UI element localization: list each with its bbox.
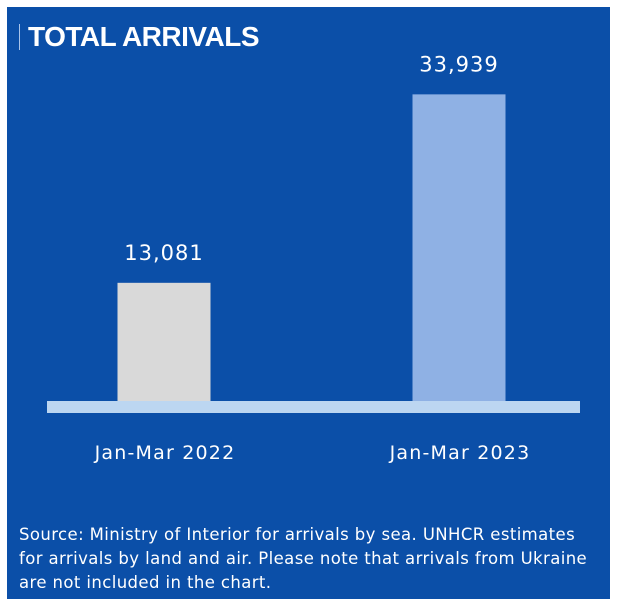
- value-label-2023: 33,939: [419, 52, 498, 76]
- category-label-2023: Jan-Mar 2023: [389, 442, 531, 464]
- source-note: Source: Ministry of Interior for arrival…: [19, 523, 604, 595]
- chart-baseline: [47, 401, 580, 413]
- category-label-2022: Jan-Mar 2022: [94, 442, 236, 464]
- value-label-2022: 13,081: [124, 241, 203, 265]
- chart-panel: TOTAL ARRIVALS 13,081 33,939 Jan-Mar 202…: [7, 7, 610, 599]
- bar-jan-mar-2023: [413, 94, 506, 401]
- bar-chart: 13,081 33,939 Jan-Mar 2022 Jan-Mar 2023: [7, 7, 610, 599]
- bar-jan-mar-2022: [118, 283, 211, 401]
